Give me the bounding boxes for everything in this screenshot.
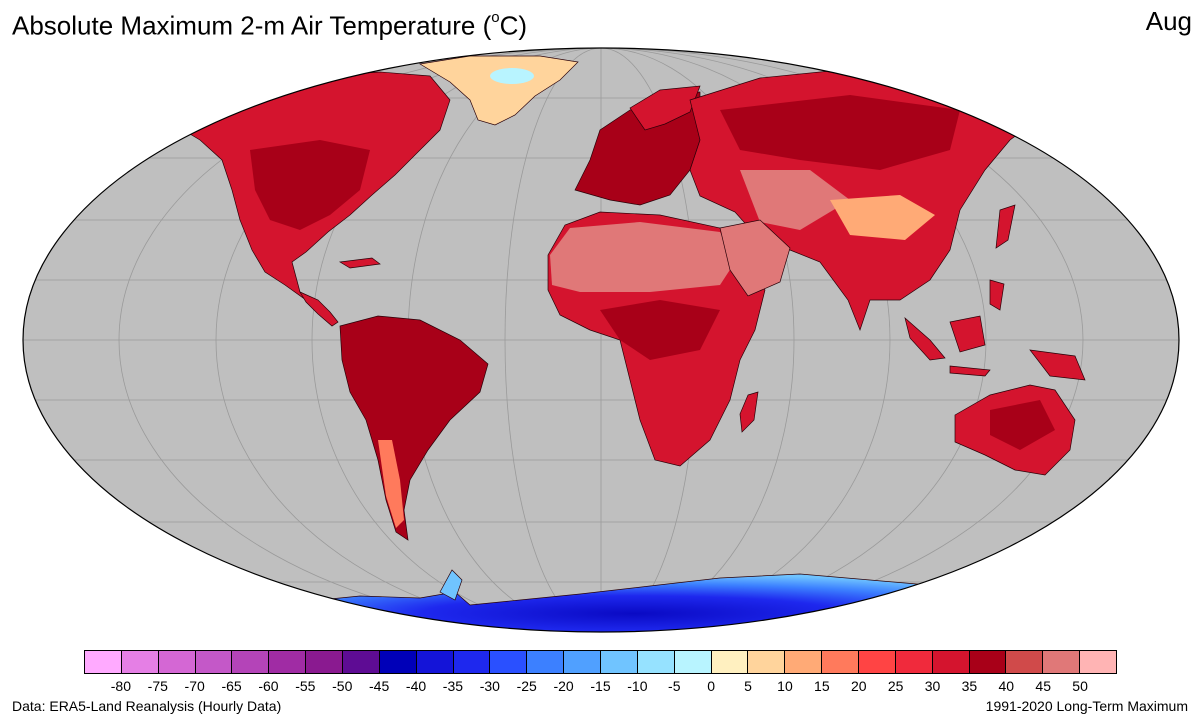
month-label: Aug — [1145, 6, 1192, 36]
colorbar-tick-label: 10 — [777, 678, 793, 694]
colorbar-swatch — [1043, 651, 1081, 673]
australia-interior — [990, 400, 1055, 450]
colorbar-tick-label: -70 — [184, 678, 205, 694]
colorbar-swatch — [859, 651, 896, 673]
south-america — [339, 315, 489, 541]
colorbar-tick-label: -45 — [369, 678, 390, 694]
andes-south — [378, 440, 404, 528]
madagascar — [739, 391, 759, 433]
colorbar-swatch — [343, 651, 380, 673]
sahara — [550, 222, 735, 292]
colorbar-swatch — [416, 651, 454, 673]
colorbar-swatch — [121, 651, 159, 673]
colorbar-swatch — [711, 651, 749, 673]
colorbar-tick-label: -20 — [553, 678, 574, 694]
sumatra — [904, 316, 946, 361]
colorbar-tick-label: 40 — [998, 678, 1015, 694]
colorbar-tick-label: -35 — [442, 678, 464, 694]
philippines — [989, 279, 1005, 311]
colorbar-swatch — [601, 651, 638, 673]
borneo — [949, 315, 986, 353]
colorbar-tick-label: 20 — [850, 678, 867, 694]
colorbar-swatch — [1006, 651, 1044, 673]
colorbar-swatch — [895, 651, 933, 673]
colorbar-tick-label: -30 — [479, 678, 500, 694]
globe-outline — [22, 47, 1180, 633]
colorbar-tick-label: 0 — [707, 678, 716, 694]
colorbar-swatch — [1080, 651, 1117, 673]
colorbar-swatch — [195, 651, 233, 673]
tibet — [830, 195, 935, 240]
japan — [995, 204, 1016, 249]
colorbar-swatch — [306, 651, 344, 673]
colorbar-swatch — [785, 651, 823, 673]
colorbar-tick-label: -80 — [110, 678, 132, 694]
colorbar-ticks: -80 -75 -70 -65 -60 -55 -50 -45 -40 -35 -30 -25 -20-… — [84, 678, 1117, 696]
map-title: Absolute Maximum 2-m Air Temperature (oC… — [12, 9, 528, 41]
antarctic-peninsula — [439, 569, 463, 601]
colorbar-tick-label: -65 — [221, 678, 242, 694]
colorbar-swatch — [932, 651, 970, 673]
colorbar-tick-label: 15 — [814, 678, 830, 694]
greenland-ice — [490, 68, 534, 84]
colorbar-swatch — [85, 651, 122, 673]
colorbar-tick-label: -40 — [405, 678, 427, 694]
colorbar-swatch — [637, 651, 675, 673]
colorbar-swatch — [822, 651, 860, 673]
central-asia-desert — [740, 170, 850, 230]
colorbar-tick-label: -60 — [258, 678, 279, 694]
colorbar-tick-label: -55 — [295, 678, 316, 694]
colorbar-tick-label: 50 — [1072, 678, 1088, 694]
colorbar-tick-label: -75 — [147, 678, 168, 694]
colorbar-swatch — [269, 651, 307, 673]
colorbar — [84, 650, 1117, 674]
colorbar-tick-label: 5 — [744, 678, 752, 694]
java — [949, 365, 991, 377]
colorbar-swatch — [232, 651, 270, 673]
colorbar-swatch — [969, 651, 1007, 673]
colorbar-swatch — [379, 651, 417, 673]
colorbar-tick-label: -25 — [516, 678, 537, 694]
colorbar-tick-label: -5 — [668, 678, 681, 694]
colorbar-swatch — [564, 651, 602, 673]
colorbar-tick-label: 35 — [961, 678, 978, 694]
north-america-interior — [250, 140, 370, 230]
colorbar-tick-label: 25 — [887, 678, 904, 694]
scandinavia — [629, 85, 701, 131]
colorbar-swatch — [490, 651, 528, 673]
caribbean — [338, 257, 381, 269]
colorbar-tick-label: -10 — [627, 678, 648, 694]
data-source: Data: ERA5-Land Reanalysis (Hourly Data) — [12, 698, 282, 714]
central-america — [299, 291, 339, 327]
colorbar-tick-label: 45 — [1035, 678, 1051, 694]
colorbar-swatch — [674, 651, 712, 673]
greenland — [418, 55, 579, 126]
new-guinea — [1029, 349, 1086, 381]
colorbar-tick-label: -50 — [332, 678, 353, 694]
period-label: 1991-2020 Long-Term Maximum — [985, 698, 1188, 714]
colorbar-tick-label: 30 — [924, 678, 941, 694]
arabia — [719, 219, 791, 297]
colorbar-swatch — [748, 651, 786, 673]
world-map — [22, 47, 1180, 633]
colorbar-swatch — [158, 651, 196, 673]
colorbar-swatch — [453, 651, 491, 673]
colorbar-swatch — [527, 651, 565, 673]
colorbar-tick-label: -15 — [590, 678, 611, 694]
central-africa — [600, 300, 720, 360]
siberia-core — [720, 95, 960, 170]
